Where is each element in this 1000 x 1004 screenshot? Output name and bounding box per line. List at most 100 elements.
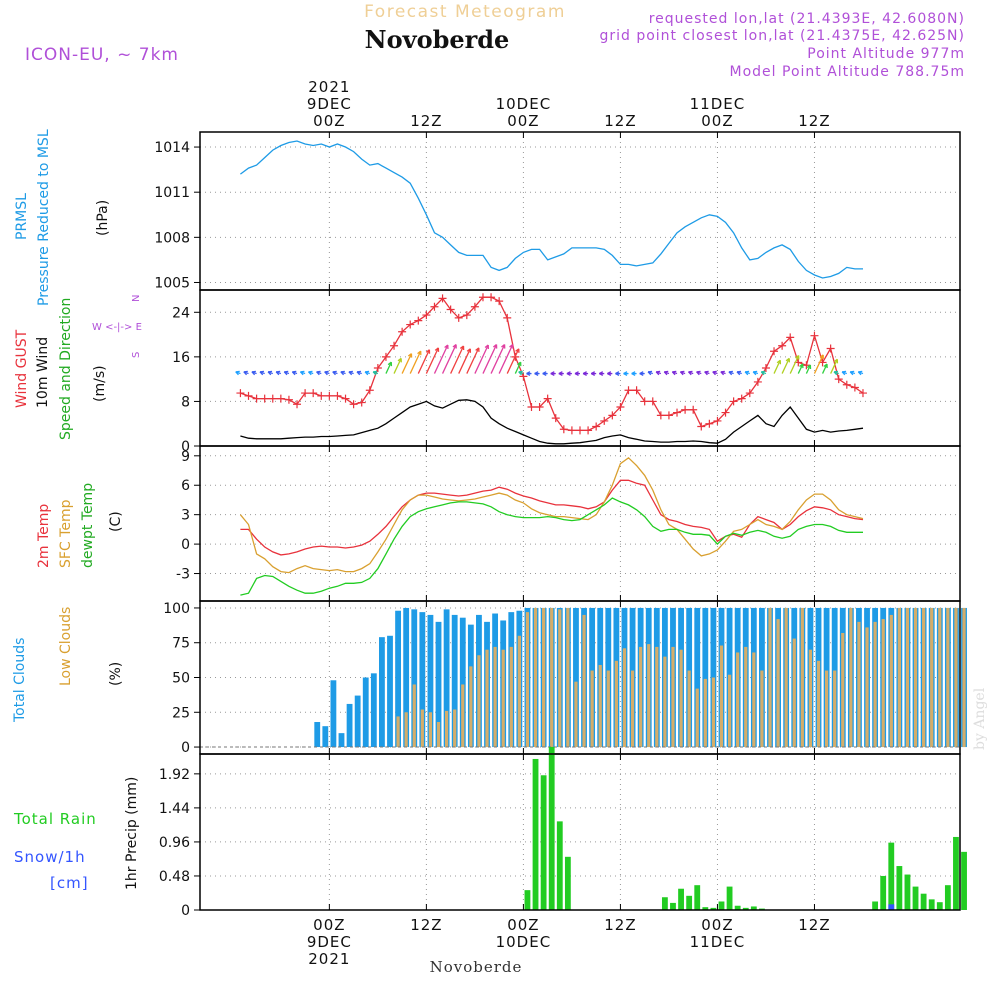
top-time-label: 11DEC xyxy=(690,95,746,113)
y-tick-label: 3 xyxy=(181,508,190,524)
gust-marker xyxy=(802,361,811,370)
bar-clouds-1 xyxy=(768,607,772,748)
wind-arrowhead xyxy=(356,370,362,376)
y-tick-label: 0 xyxy=(181,439,190,455)
wind-arrowhead xyxy=(466,348,472,353)
bar-clouds-0 xyxy=(411,609,418,748)
wind-arrowhead xyxy=(744,370,750,376)
wind-arrow xyxy=(821,363,828,374)
wind-arrowhead xyxy=(283,370,289,376)
wind-arrowhead xyxy=(550,371,555,376)
gust-marker xyxy=(786,333,795,342)
bar-clouds-1 xyxy=(962,607,966,748)
wind-arrowhead xyxy=(299,370,305,376)
bar-clouds-1 xyxy=(501,649,505,748)
panel-temperature: -3 0 3 6 9 xyxy=(176,445,961,602)
wind-arrowhead xyxy=(452,344,457,349)
gust-marker xyxy=(478,293,487,302)
bar-clouds-1 xyxy=(404,712,408,748)
prmsl-label: PRMSL xyxy=(14,193,30,240)
wind-arrowhead xyxy=(259,370,265,376)
bar-clouds-1 xyxy=(897,607,901,748)
wind-labels: Wind GUST 10m Wind Speed and Direction (… xyxy=(14,295,142,440)
bottom-time-label: 00Z xyxy=(507,916,539,934)
compass-we: W <-|-> E xyxy=(92,322,142,333)
wind-arrowhead xyxy=(776,359,782,365)
top-time-label: 2021 xyxy=(308,78,350,96)
gust-marker xyxy=(826,344,835,353)
bar-clouds-1 xyxy=(606,670,610,748)
bar-precipitation-0 xyxy=(928,899,935,910)
wind-arrowhead xyxy=(291,370,297,376)
gust-marker xyxy=(810,331,819,340)
wind-arrowhead xyxy=(558,371,563,376)
wind-arrowhead xyxy=(590,371,596,376)
bar-precipitation-0 xyxy=(726,886,733,910)
bar-clouds-1 xyxy=(808,649,813,748)
bar-clouds-1 xyxy=(760,670,764,748)
y-tick-label: 1.44 xyxy=(159,801,190,817)
wind-arrowhead xyxy=(517,361,522,367)
bar-clouds-1 xyxy=(574,681,578,748)
gust-marker xyxy=(592,422,601,431)
bar-clouds-1 xyxy=(533,607,538,748)
wind-arrow xyxy=(450,345,465,374)
gust-marker xyxy=(656,411,665,420)
gust-marker xyxy=(713,416,722,425)
wind-arrow xyxy=(482,344,498,374)
bar-clouds-0 xyxy=(451,614,458,748)
gust-marker xyxy=(721,408,730,417)
gust-marker xyxy=(390,341,399,350)
wind-arrowhead xyxy=(407,353,413,358)
bar-clouds-0 xyxy=(346,703,353,748)
bar-clouds-1 xyxy=(946,607,950,748)
prmsl-desc-label: Pressure Reduced to MSL xyxy=(36,129,52,306)
gust-marker xyxy=(584,426,593,435)
total-clouds-label: Total Clouds xyxy=(12,638,28,723)
wind-arrow xyxy=(393,358,402,374)
wind-dir-label: Speed and Direction xyxy=(58,298,74,440)
bar-clouds-0 xyxy=(573,607,579,748)
grid-point-coords: grid point closest lon,lat (21.4375E, 42… xyxy=(599,28,965,44)
wind-arrow xyxy=(433,344,449,374)
gust-marker xyxy=(487,293,496,302)
wind-arrowhead xyxy=(308,370,313,376)
gust-marker xyxy=(503,313,512,322)
wind-arrow xyxy=(514,361,522,374)
wind-arrowhead xyxy=(340,370,345,376)
bar-clouds-1 xyxy=(550,607,554,748)
gust-marker xyxy=(648,397,657,406)
wind-arrowhead xyxy=(501,344,506,349)
wind-arrowhead xyxy=(728,370,733,376)
gust-marker xyxy=(697,422,706,431)
bar-clouds-1 xyxy=(412,684,416,748)
bottom-time-label: 12Z xyxy=(410,916,442,934)
bar-clouds-0 xyxy=(362,677,369,748)
y-tick-label: 25 xyxy=(172,705,190,721)
wind-arrow xyxy=(797,363,804,374)
bar-clouds-1 xyxy=(655,646,659,748)
bar-clouds-1 xyxy=(436,722,441,748)
y-tick-label: 9 xyxy=(181,449,190,465)
gust-marker xyxy=(365,386,374,395)
wind-arrow xyxy=(789,355,800,374)
gust-marker xyxy=(551,414,560,423)
bar-clouds-0 xyxy=(370,673,377,748)
requested-coords: requested lon,lat (21.4393E, 42.6080N) xyxy=(649,11,965,27)
wind-arrowhead xyxy=(475,347,480,352)
bar-clouds-1 xyxy=(461,684,465,748)
bar-precipitation-0 xyxy=(904,874,911,910)
wind-arrowhead xyxy=(582,371,587,376)
gust-marker xyxy=(349,400,358,409)
gust-marker xyxy=(414,316,423,325)
bar-precipitation-0 xyxy=(556,821,563,910)
gust-marker xyxy=(430,302,439,311)
gust-marker xyxy=(576,426,584,435)
bar-clouds-1 xyxy=(622,648,627,748)
bar-clouds-1 xyxy=(428,712,433,748)
bar-clouds-1 xyxy=(598,664,602,748)
bar-precipitation-0 xyxy=(880,875,887,910)
gust-marker xyxy=(357,398,366,407)
bar-clouds-1 xyxy=(630,670,635,748)
gust-marker xyxy=(673,408,682,417)
